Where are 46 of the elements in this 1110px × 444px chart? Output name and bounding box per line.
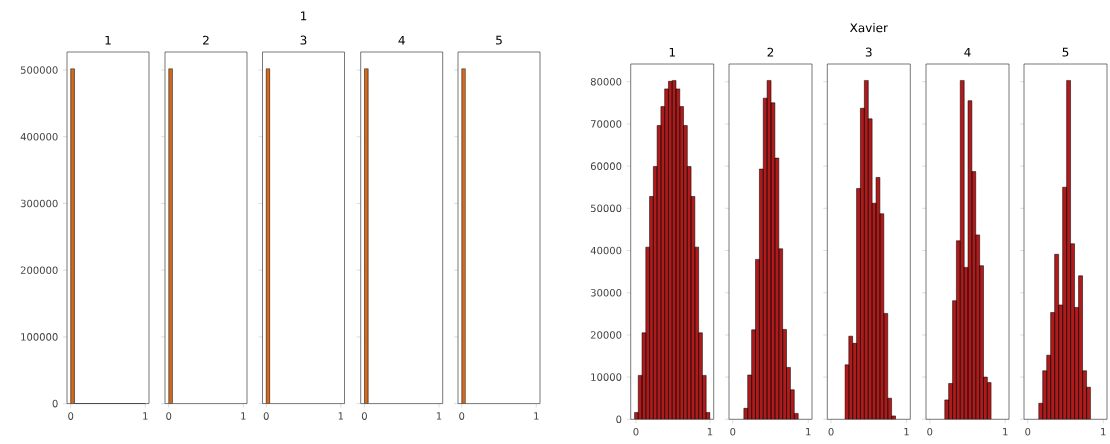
chart-title: 4: [398, 35, 405, 45]
x-tick-label: 0: [263, 412, 269, 420]
y-tick-label: 400000: [20, 132, 58, 141]
y-tick-label: 30000: [590, 288, 622, 297]
chart-title: 1: [105, 35, 111, 45]
x-tick-label: 1: [143, 412, 148, 420]
y-tick-label: 10000: [591, 373, 622, 381]
x-tick-label: 0: [68, 412, 74, 420]
chart-title: 3: [300, 35, 307, 45]
y-tick-label: 20000: [590, 331, 622, 339]
chart-title: 2: [203, 35, 209, 45]
text: 1: [301, 11, 307, 21]
x-tick-label: 1: [338, 412, 344, 420]
y-tick-label: 0: [52, 399, 58, 408]
x-tick-label: 0: [633, 428, 639, 436]
chart-title: 3: [865, 47, 872, 57]
y-tick-label: 40000: [590, 246, 622, 255]
x-tick-label: 0: [1025, 428, 1031, 436]
chart-title: 4: [964, 47, 971, 57]
x-tick-label: 1: [436, 412, 442, 420]
y-tick-label: 300000: [20, 199, 58, 208]
x-tick-label: 1: [1101, 428, 1106, 436]
y-tick-label: 100000: [21, 333, 58, 341]
y-tick-label: 70000: [591, 120, 622, 128]
x-tick-label: 0: [927, 428, 933, 436]
x-tick-label: 0: [361, 412, 367, 420]
y-tick-label: 60000: [590, 162, 622, 170]
chart-title: 5: [1062, 47, 1069, 57]
x-tick-label: 1: [904, 428, 909, 436]
x-tick-label: 1: [1003, 428, 1008, 436]
x-tick-label: 1: [707, 428, 713, 436]
chart-title: 5: [496, 35, 502, 45]
x-tick-label: 0: [459, 412, 465, 420]
x-tick-label: 1: [534, 412, 539, 420]
chart-title: 2: [767, 47, 774, 57]
y-tick-label: 500000: [20, 66, 58, 74]
text: Xavier: [849, 23, 888, 33]
y-tick-label: 80000: [590, 77, 622, 86]
x-tick-label: 0: [730, 428, 736, 436]
y-tick-label: 50000: [590, 204, 622, 213]
chart-title: 1: [669, 47, 675, 57]
y-tick-label: 200000: [20, 266, 58, 274]
x-tick-label: 0: [166, 412, 172, 420]
x-tick-label: 1: [806, 428, 811, 436]
x-tick-label: 1: [241, 412, 246, 420]
x-tick-label: 0: [828, 428, 834, 436]
